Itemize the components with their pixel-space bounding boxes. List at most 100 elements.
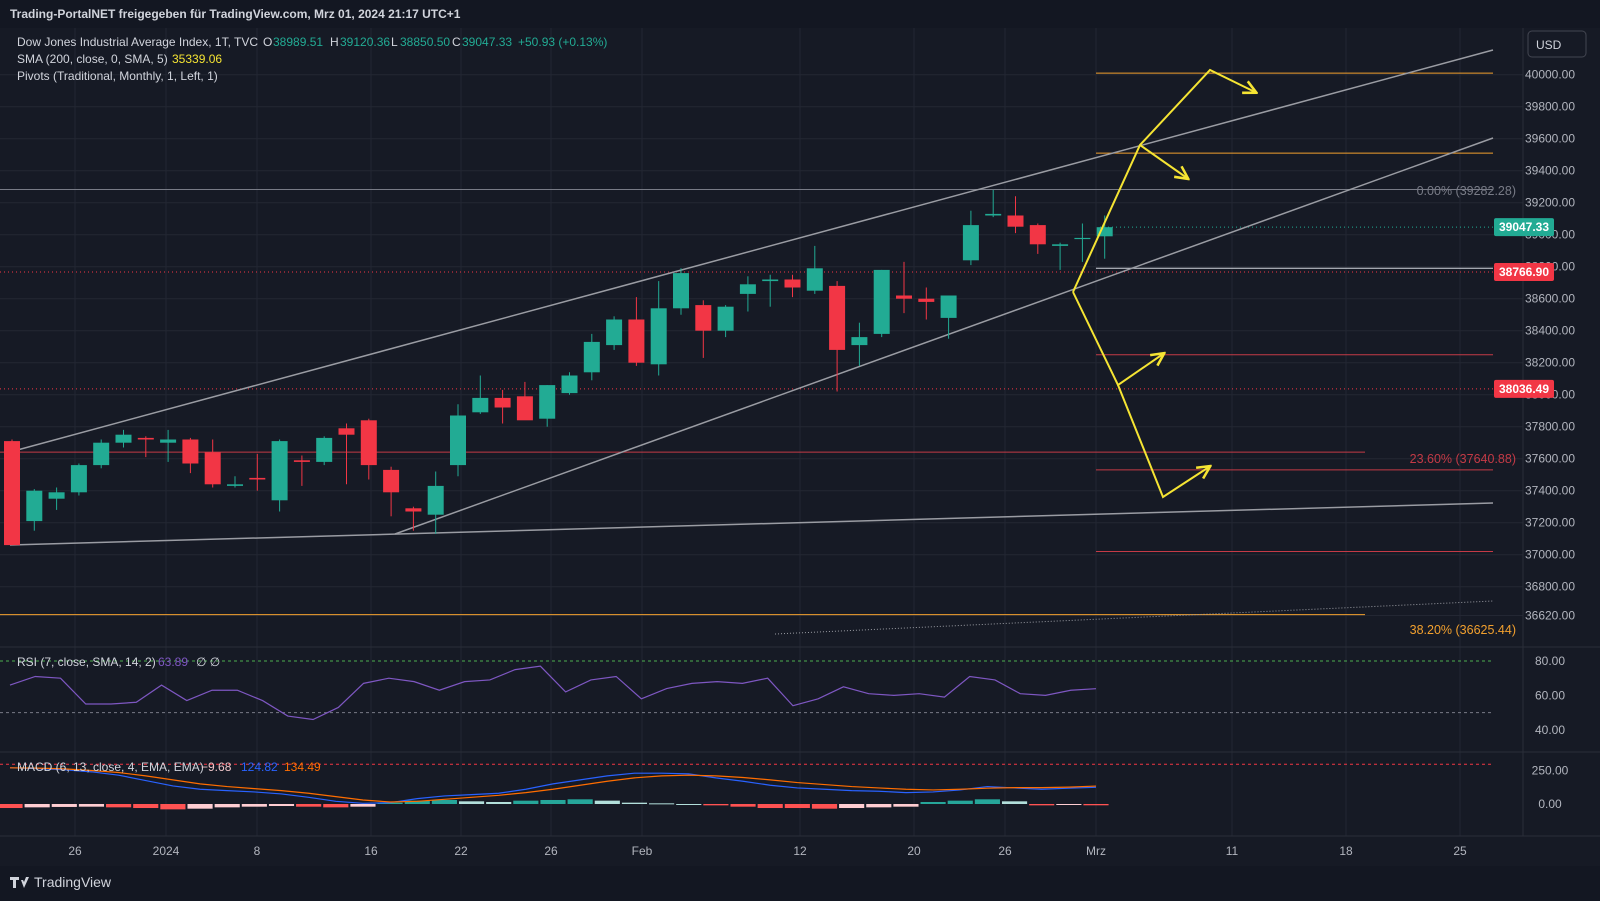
candle[interactable] xyxy=(271,439,288,512)
candle[interactable] xyxy=(918,287,935,320)
macd-pane: 250.00 0.00 xyxy=(0,764,1569,811)
macd-hist-bar xyxy=(323,804,349,808)
candle[interactable] xyxy=(851,322,868,366)
legend-open-label: O xyxy=(263,35,272,49)
candle-body xyxy=(26,490,43,522)
candle[interactable] xyxy=(472,375,489,414)
candle[interactable] xyxy=(739,276,756,312)
rsi-line[interactable] xyxy=(9,665,1097,721)
legend-rsi[interactable]: RSI (7, close, SMA, 14, 2) 63.89 ∅ ∅ xyxy=(17,655,220,669)
macd-hist-bar xyxy=(839,804,865,809)
macd-hist-bar xyxy=(811,804,838,809)
legend-sma-label: SMA (200, close, 0, SMA, 5) xyxy=(17,52,168,66)
candle[interactable] xyxy=(93,439,110,469)
candle[interactable] xyxy=(1052,242,1069,270)
price-axis[interactable]: 40000.00 39800.00 39600.00 39400.00 39200.00… xyxy=(1494,68,1575,623)
forecast-path-down[interactable] xyxy=(1117,384,1209,499)
candle[interactable] xyxy=(762,274,779,307)
time-tick-label: Mrz xyxy=(1086,844,1106,858)
trend-line[interactable] xyxy=(394,137,1494,535)
currency-button-frame[interactable] xyxy=(1527,30,1587,58)
legend-macd[interactable]: MACD (6, 13, close, 4, EMA, EMA) −9.68 1… xyxy=(17,760,321,774)
candle[interactable] xyxy=(873,269,890,338)
candle[interactable] xyxy=(316,436,333,466)
tradingview-logo[interactable]: TradingView xyxy=(10,874,112,890)
candle[interactable] xyxy=(539,385,556,427)
macd-hist-bar xyxy=(703,804,729,806)
macd-line[interactable] xyxy=(9,767,1097,804)
legend-main[interactable]: Dow Jones Industrial Average Index, 1T, … xyxy=(17,35,607,83)
candle[interactable] xyxy=(962,210,979,266)
price-tick-label: 39400.00 xyxy=(1525,164,1575,178)
candle[interactable] xyxy=(204,439,221,488)
signal-line[interactable] xyxy=(9,767,1097,803)
candle[interactable] xyxy=(137,436,154,458)
candle-body xyxy=(851,337,868,346)
candle[interactable] xyxy=(516,381,533,421)
candle[interactable] xyxy=(160,429,177,462)
candle[interactable] xyxy=(494,389,511,424)
currency-button[interactable]: USD xyxy=(1527,30,1587,58)
candle[interactable] xyxy=(583,333,600,381)
red-price-tag-1[interactable]: 38766.90 xyxy=(1494,262,1554,281)
forecast-path-up[interactable] xyxy=(1072,68,1255,293)
trend-line[interactable] xyxy=(9,502,1494,546)
candle[interactable] xyxy=(48,487,65,510)
legend-low-value: 38850.50 xyxy=(400,35,450,49)
candle[interactable] xyxy=(227,476,243,488)
red-price-tag-2[interactable]: 38036.49 xyxy=(1494,379,1554,398)
candle[interactable] xyxy=(4,439,20,546)
candle[interactable] xyxy=(360,418,377,480)
candle[interactable] xyxy=(338,423,355,485)
candle-body xyxy=(227,484,243,486)
candle[interactable] xyxy=(940,295,957,339)
price-tick-label: 38400.00 xyxy=(1525,324,1575,338)
macd-hist-bar xyxy=(866,804,892,808)
macd-hist-bar xyxy=(540,799,566,804)
forecast-branch-1[interactable] xyxy=(1139,144,1187,178)
candle[interactable] xyxy=(561,372,578,395)
candle[interactable] xyxy=(182,437,199,474)
time-tick-label: 16 xyxy=(364,844,378,858)
candle[interactable] xyxy=(806,245,823,294)
candle[interactable] xyxy=(1029,223,1046,254)
candle[interactable] xyxy=(628,297,645,366)
candle[interactable] xyxy=(26,489,43,531)
candle[interactable] xyxy=(249,453,266,491)
candle[interactable] xyxy=(673,268,689,315)
candle[interactable] xyxy=(896,261,912,314)
candle[interactable] xyxy=(115,429,132,448)
price-tick-label: 39200.00 xyxy=(1525,196,1575,210)
candle[interactable] xyxy=(784,274,801,298)
current-price-tag[interactable]: 39047.33 xyxy=(1494,218,1554,237)
price-tick-label: 37600.00 xyxy=(1525,452,1575,466)
price-tick-label: 36620.00 xyxy=(1525,609,1575,623)
candle[interactable] xyxy=(985,189,1002,218)
candle[interactable] xyxy=(383,466,400,517)
candle-body xyxy=(182,439,199,464)
legend-pivots-label: Pivots (Traditional, Monthly, 1, Left, 1… xyxy=(17,69,218,83)
candle[interactable] xyxy=(717,305,734,338)
macd-hist-bar xyxy=(1056,804,1082,805)
candle[interactable] xyxy=(427,471,444,534)
candlestick-series[interactable] xyxy=(4,189,1113,546)
time-tick-label: 2024 xyxy=(153,844,180,858)
candle[interactable] xyxy=(650,281,667,376)
candle[interactable] xyxy=(405,506,422,531)
candle[interactable] xyxy=(450,404,466,477)
candle[interactable] xyxy=(293,455,310,486)
trend-line[interactable] xyxy=(9,49,1494,453)
candle[interactable] xyxy=(606,316,623,350)
candle[interactable] xyxy=(70,463,87,496)
forecast-arrows[interactable] xyxy=(1072,68,1255,499)
current-price-tag-bg xyxy=(1494,218,1554,237)
candle[interactable] xyxy=(1074,223,1091,262)
candle[interactable] xyxy=(695,300,712,358)
candle-body xyxy=(360,420,377,466)
candle[interactable] xyxy=(829,281,846,392)
candle-body xyxy=(115,434,132,443)
candle-body xyxy=(137,437,154,440)
time-axis[interactable]: 26 2024 8 16 22 26 Feb 12 20 26 Mrz 11 18 25 xyxy=(68,844,1467,858)
candle[interactable] xyxy=(1007,196,1024,234)
